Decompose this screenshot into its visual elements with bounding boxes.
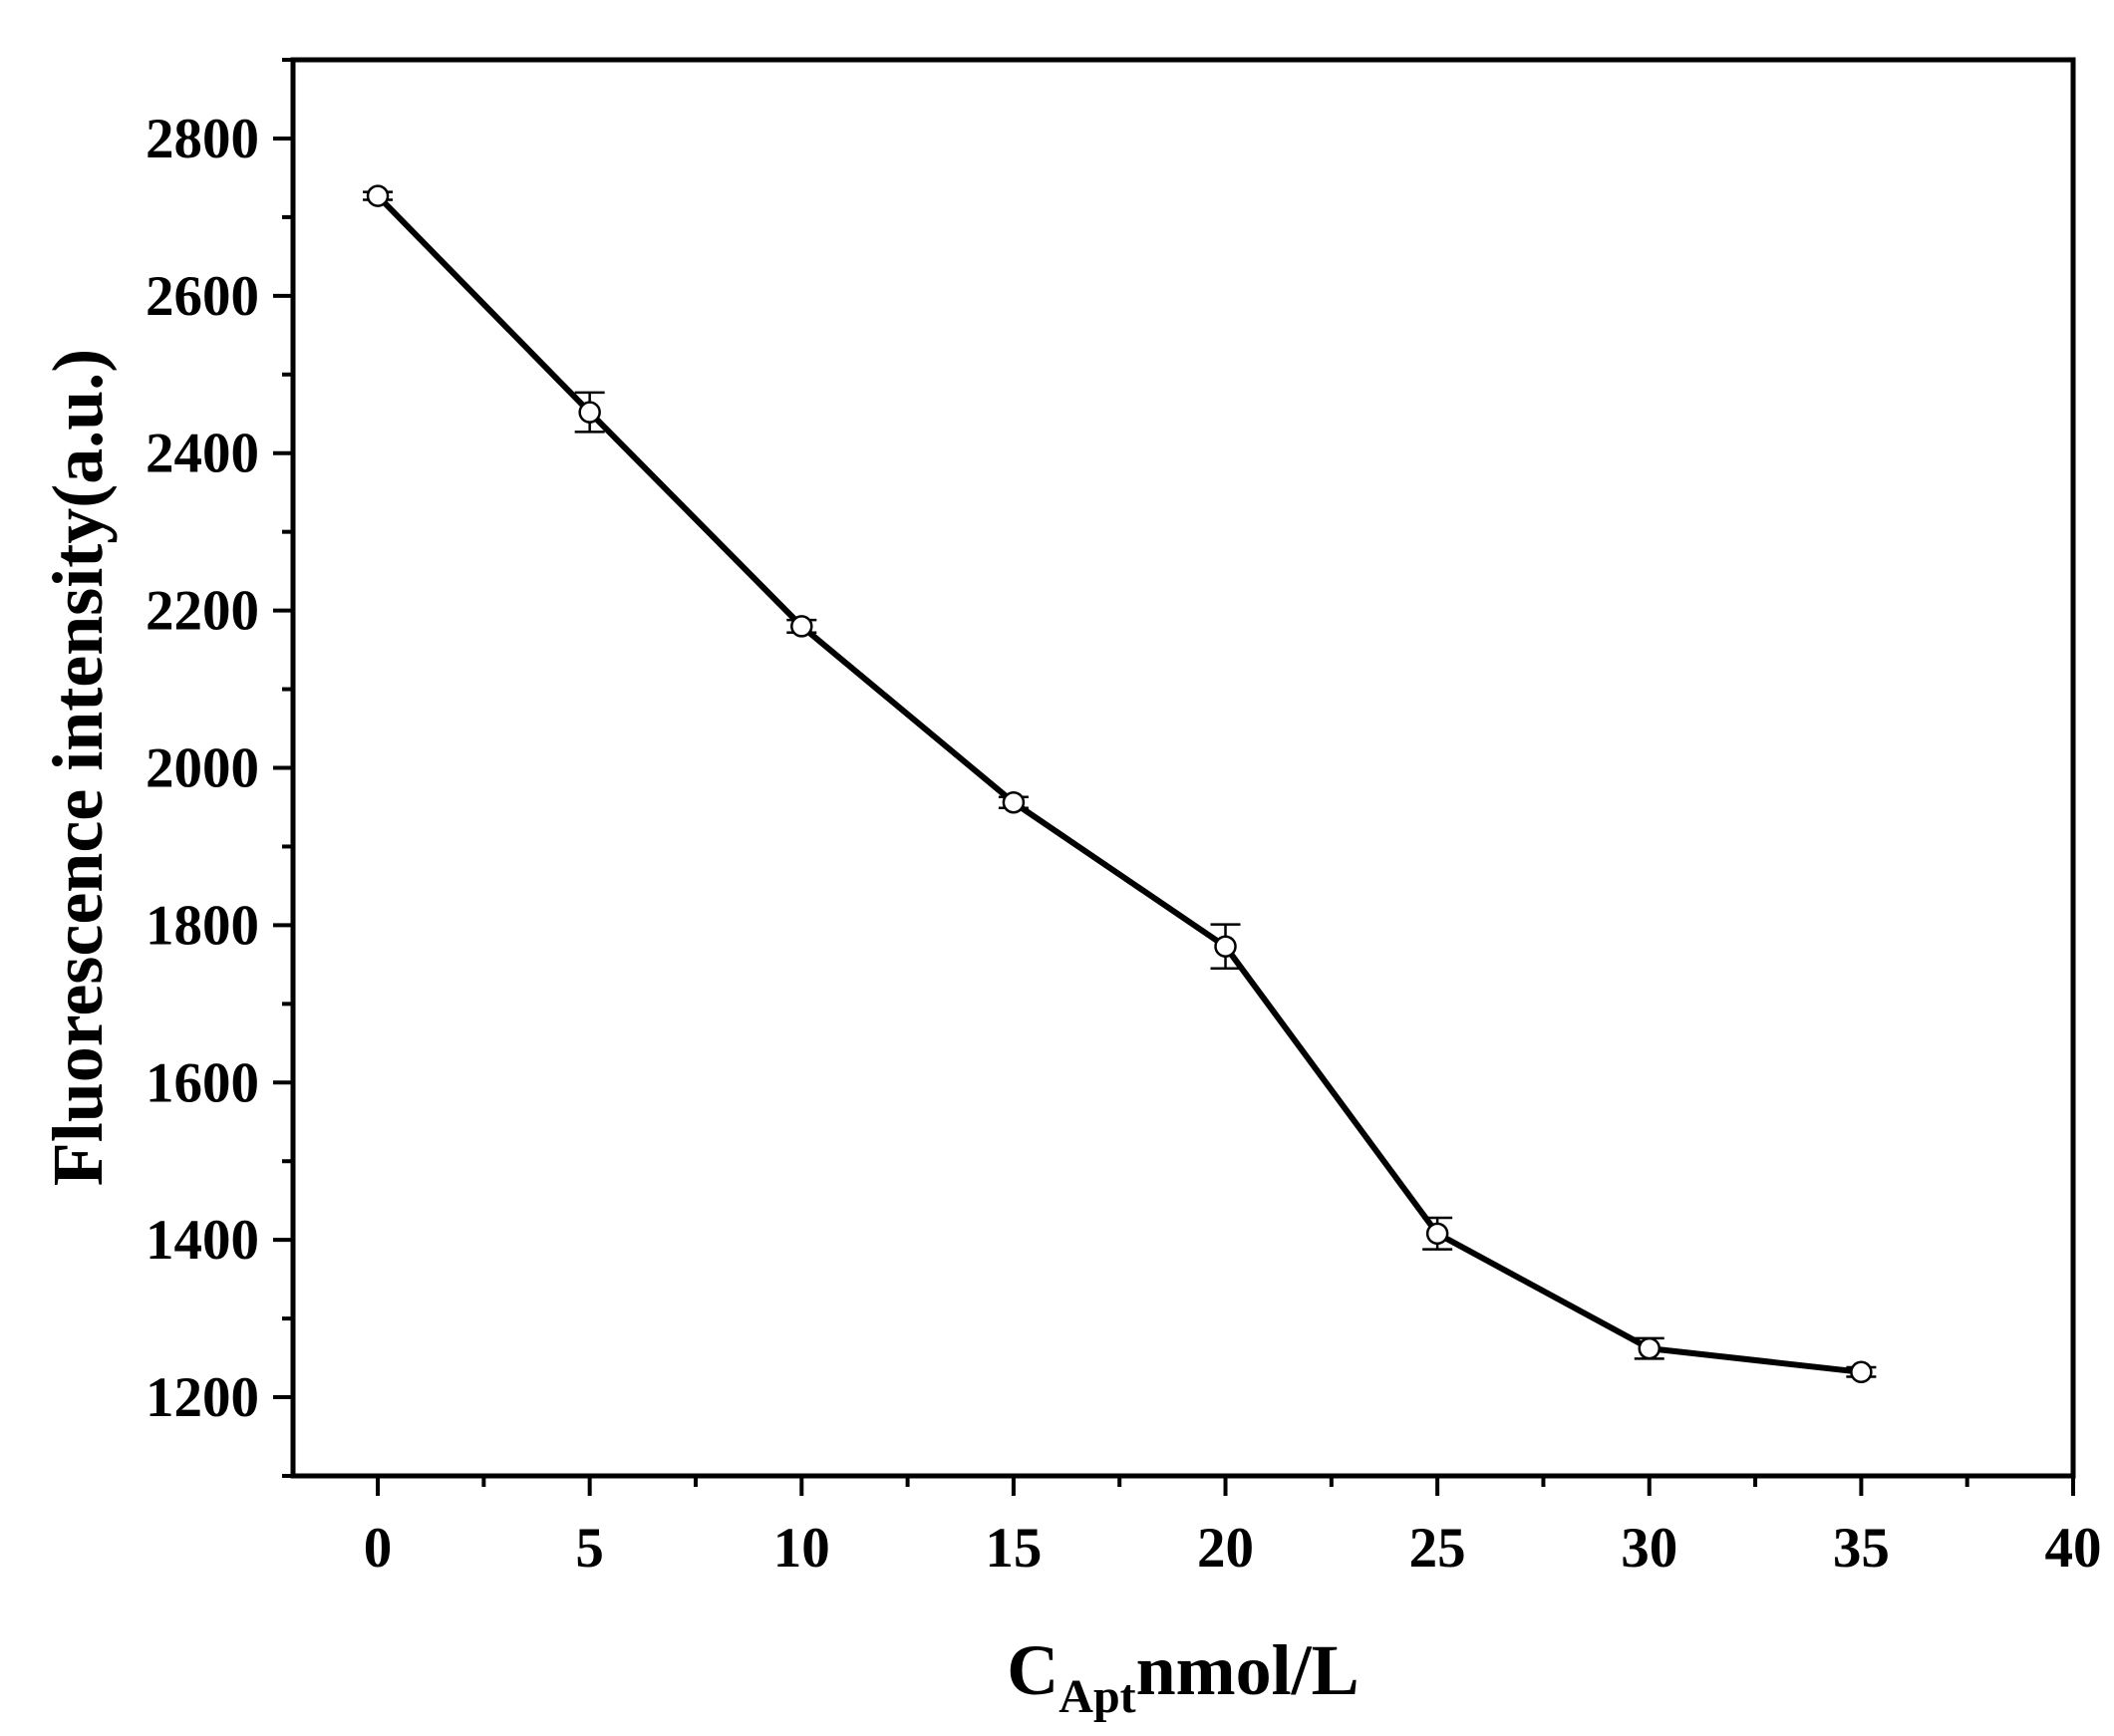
series-layer [363,186,1876,1382]
x-axis: 0 5 10 15 20 25 30 35 40 [364,1476,2102,1580]
x-tick-label: 25 [1409,1517,1466,1580]
data-point [1427,1224,1447,1244]
y-tick-label: 1800 [146,894,259,957]
y-tick-label: 2800 [146,108,259,170]
x-tick-label: 15 [985,1517,1042,1580]
y-tick-label: 1200 [146,1366,259,1429]
x-tick-label: 0 [364,1517,393,1580]
series-line [378,196,1861,1372]
y-tick-label: 2200 [146,580,259,643]
data-point [1640,1338,1660,1358]
data-point [368,186,388,206]
y-axis: 1200 1400 1600 1800 2000 2200 2400 2600 2800 [146,60,293,1476]
data-point [1216,937,1236,957]
x-tick-label: 20 [1197,1517,1254,1580]
x-axis-title-subscript: Apt [1058,1670,1135,1723]
x-axis-title: CAptnmol/L [1007,1630,1359,1723]
y-tick-label: 2000 [146,737,259,800]
x-tick-label: 40 [2045,1517,2102,1580]
data-point [791,616,811,636]
data-point [1004,792,1024,812]
x-axis-title-main: C [1007,1630,1058,1710]
y-tick-label: 2600 [146,265,259,328]
x-tick-label: 35 [1833,1517,1890,1580]
x-tick-label: 30 [1621,1517,1677,1580]
data-point [1851,1362,1871,1382]
data-point [580,403,600,423]
x-tick-label: 5 [575,1517,604,1580]
y-tick-label: 1400 [146,1209,259,1272]
y-tick-label: 1600 [146,1051,259,1114]
y-axis-title: Fluorescence intensity(a.u.) [38,349,118,1187]
plot-frame [293,60,2073,1476]
x-tick-label: 10 [773,1517,830,1580]
y-tick-label: 2400 [146,423,259,485]
x-axis-title-rest: nmol/L [1136,1630,1359,1710]
